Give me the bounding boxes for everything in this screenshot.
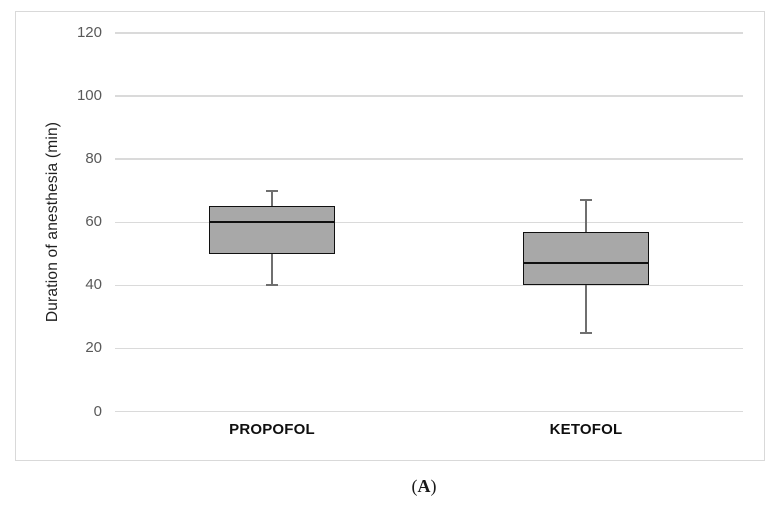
whisker-cap-min [580, 331, 592, 334]
y-tick-label: 0 [93, 402, 102, 420]
y-tick-label: 120 [76, 24, 102, 41]
y-tick-label: 60 [85, 213, 102, 231]
box [209, 206, 335, 254]
median-line [523, 262, 649, 265]
gridline [115, 347, 743, 350]
gridline [115, 410, 743, 413]
y-tick-label: 80 [85, 150, 102, 168]
caption-letter: A [417, 476, 431, 496]
gridline [115, 95, 743, 97]
whisker-cap-max [580, 199, 592, 202]
whisker-cap-min [266, 284, 278, 287]
gridline [115, 221, 743, 223]
y-tick-label: 20 [85, 339, 102, 357]
whisker-cap-max [266, 189, 278, 192]
x-category-label: KETOFOL [549, 421, 623, 438]
median-line [209, 221, 335, 224]
gridline [115, 32, 743, 34]
caption-close-paren: ) [430, 476, 437, 496]
gridline [115, 284, 743, 287]
gridline [115, 158, 743, 160]
x-category-label: PROPOFOL [229, 421, 315, 438]
figure-caption: (A) [412, 476, 437, 497]
y-tick-label: 40 [85, 276, 102, 294]
y-tick-label: 100 [76, 87, 102, 105]
box [523, 231, 649, 286]
caption-open-paren: ( [411, 476, 418, 496]
